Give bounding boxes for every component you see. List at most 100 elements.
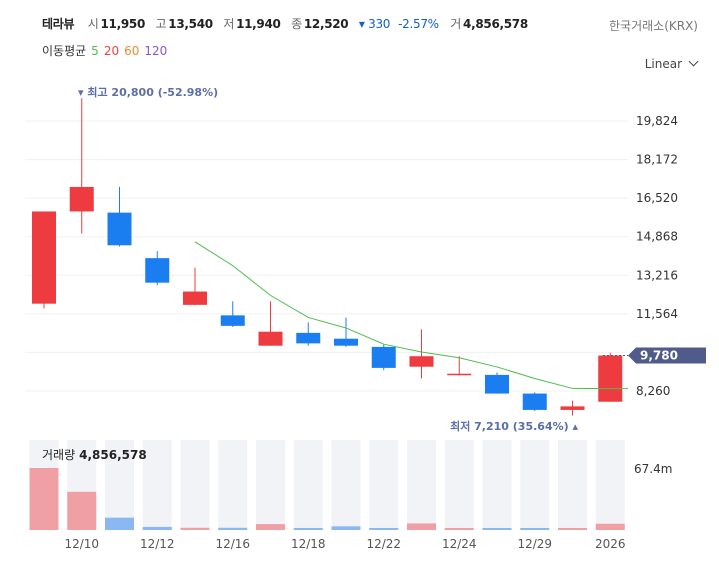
volume-label: 거 xyxy=(450,17,462,31)
ma-legend-label: 이동평균 xyxy=(42,44,87,58)
candle-body xyxy=(522,393,547,410)
volume-bar-bg xyxy=(444,440,474,530)
x-tick-label: 12/10 xyxy=(64,537,99,551)
volume-bar xyxy=(369,528,399,530)
close-value: 12,520 xyxy=(303,17,349,31)
low-annotation: 최저 7,210 (35.64%) ▴ xyxy=(450,419,578,433)
x-tick-label: 2026 xyxy=(595,537,626,551)
ma5-legend[interactable]: 5 xyxy=(91,44,99,58)
price-gridlines xyxy=(25,120,628,392)
x-tick-label: 12/16 xyxy=(215,537,250,551)
volume-bar xyxy=(29,468,59,530)
volume-bar-bg xyxy=(293,440,323,530)
change-percent: -2.57% xyxy=(398,17,439,31)
volume-bar xyxy=(218,527,248,530)
ma20-legend[interactable]: 20 xyxy=(103,44,120,58)
candle-body xyxy=(371,346,396,368)
volume-bar xyxy=(293,528,323,530)
high-value: 13,540 xyxy=(168,17,213,31)
volume-bar xyxy=(256,524,285,530)
volume-bar xyxy=(331,526,361,530)
candle-body xyxy=(145,258,170,283)
volume-axis-label: 67.4m xyxy=(634,462,672,476)
x-tick-label: 12/24 xyxy=(442,537,477,551)
volume-bar xyxy=(180,527,210,530)
candle-body xyxy=(334,338,358,346)
y-tick-label: 11,564 xyxy=(636,307,678,321)
volume-bar xyxy=(595,523,625,530)
annotations: ▾ 최고 20,800 (-52.98%) 최저 7,210 (35.64%) ▴… xyxy=(78,85,706,433)
scale-label: Linear xyxy=(644,57,682,71)
y-tick-label: 19,824 xyxy=(636,114,678,128)
x-axis: 12/10 12/12 12/16 12/18 12/22 12/24 12/29 2026 xyxy=(64,537,625,551)
volume-title-value: 4,856,578 xyxy=(79,448,147,462)
stock-name: 테라뷰 xyxy=(42,17,75,31)
candle-body xyxy=(69,186,94,212)
volume-bar xyxy=(520,528,550,530)
volume-bar xyxy=(67,491,97,530)
candles xyxy=(32,98,623,416)
open-value: 11,950 xyxy=(100,17,146,31)
volume-bar-bg xyxy=(180,440,210,530)
x-tick-label: 12/22 xyxy=(366,537,401,551)
low-label: 저 xyxy=(223,17,235,31)
candle-body xyxy=(183,291,207,305)
volume-bar xyxy=(444,528,474,530)
x-tick-label: 12/29 xyxy=(517,537,552,551)
volume-bar-bg xyxy=(520,440,550,530)
candle-body xyxy=(598,355,623,402)
volume-value: 4,856,578 xyxy=(463,17,528,31)
exchange-name: 한국거래소(KRX) xyxy=(609,19,698,33)
change-value: ▾ 330 xyxy=(358,17,391,31)
volume-bar-bg xyxy=(407,440,436,530)
volume-bar-bg xyxy=(105,440,134,530)
scale-dropdown[interactable]: Linear xyxy=(644,56,699,71)
volume-bar-bg xyxy=(369,440,399,530)
volume-bar xyxy=(558,528,587,530)
last-price-badge xyxy=(628,347,706,364)
volume-title: 거래량 4,856,578 xyxy=(42,446,147,463)
y-tick-label: 14,868 xyxy=(636,230,678,244)
open-label: 시 xyxy=(87,17,99,31)
volume-bar-bg xyxy=(595,440,625,530)
low-value: 11,940 xyxy=(236,17,281,31)
volume-bars xyxy=(29,468,625,530)
candle-body xyxy=(485,374,509,394)
candle-body xyxy=(32,211,56,304)
ma120-legend[interactable]: 120 xyxy=(144,44,168,58)
y-tick-label: 13,216 xyxy=(636,268,678,282)
candle-body xyxy=(296,332,321,344)
volume-bar xyxy=(142,526,172,530)
candle-body xyxy=(220,315,245,326)
y-tick-label: 8,260 xyxy=(636,384,670,398)
last-price-label: 9,780 xyxy=(640,349,678,363)
volume-title-label: 거래량 xyxy=(42,448,76,462)
volume-bar-bg xyxy=(218,440,248,530)
high-annotation: ▾ 최고 20,800 (-52.98%) xyxy=(78,85,218,99)
close-label: 종 xyxy=(291,17,302,31)
candle-body xyxy=(107,212,132,246)
ma60-legend[interactable]: 60 xyxy=(124,44,140,58)
volume-bar xyxy=(407,523,436,530)
high-label: 고 xyxy=(155,17,167,31)
volume-bar-bg xyxy=(331,440,361,530)
volume-bar xyxy=(105,517,134,530)
volume-bar-bg xyxy=(558,440,587,530)
candle-body xyxy=(560,406,585,410)
volume-bar-bg xyxy=(482,440,512,530)
x-tick-label: 12/12 xyxy=(140,537,175,551)
ma-legend: 이동평균 5 20 60 120 xyxy=(42,42,172,59)
y-tick-label: 18,172 xyxy=(636,153,678,167)
x-tick-label: 12/18 xyxy=(291,537,326,551)
volume-bar-bg xyxy=(256,440,285,530)
ma5-line-group xyxy=(194,241,628,390)
candle-body xyxy=(409,356,434,367)
candle-body xyxy=(258,331,283,346)
y-tick-label: 16,520 xyxy=(636,191,678,205)
volume-bar xyxy=(482,528,512,530)
volume-backgrounds xyxy=(29,440,625,530)
candle-body xyxy=(447,373,472,376)
y-axis: 19,82418,17216,52014,86813,21611,5649,91… xyxy=(634,114,678,476)
ma5-line xyxy=(194,241,628,390)
